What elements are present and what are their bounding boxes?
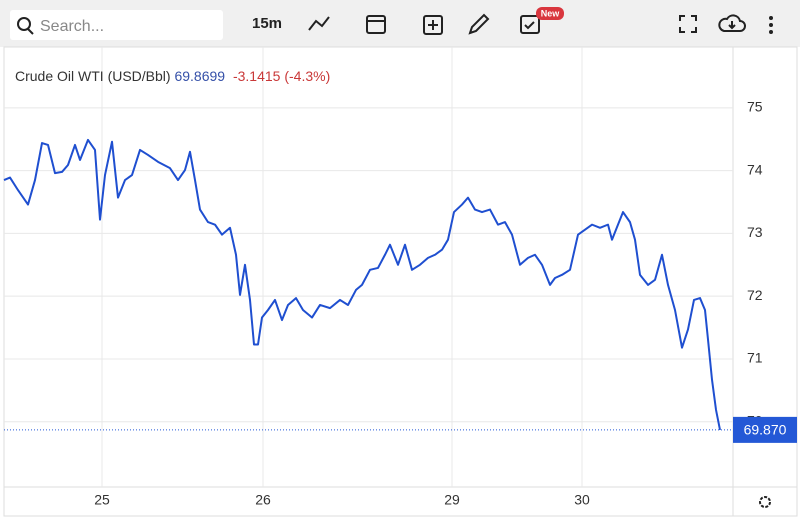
menu-button[interactable]: [769, 16, 773, 34]
download-button[interactable]: [718, 14, 746, 32]
fullscreen-button[interactable]: [679, 15, 697, 33]
y-tick-label: 75: [747, 99, 763, 115]
search-box[interactable]: [10, 10, 223, 40]
y-tick-label: 72: [747, 287, 763, 303]
x-tick-label: 29: [444, 492, 460, 508]
price-marker-box: [733, 416, 797, 443]
events-button[interactable]: [520, 15, 540, 34]
chart-header: Crude Oil WTI (USD/Bbl) 69.8699 -3.1415 …: [15, 68, 330, 84]
interval-button[interactable]: 15m: [252, 15, 282, 32]
x-tick-label: 25: [94, 492, 110, 508]
price-change: -3.1415 (-4.3%): [233, 68, 330, 84]
price-marker-label: 69.870: [744, 422, 787, 438]
y-tick-label: 74: [747, 161, 763, 177]
y-tick-label: 71: [747, 350, 763, 366]
chart-frame: [3, 46, 798, 517]
indicator-button[interactable]: [423, 15, 443, 35]
draw-button[interactable]: [468, 13, 490, 35]
chart-type-button[interactable]: [308, 16, 330, 31]
search-icon: [17, 17, 31, 31]
y-tick-label: 73: [747, 224, 763, 240]
last-price: 69.8699: [174, 68, 225, 84]
calendar-button[interactable]: [366, 15, 386, 34]
x-tick-label: 30: [574, 492, 590, 508]
plus-icon: [428, 20, 438, 30]
settings-button[interactable]: [759, 496, 771, 508]
search-placeholder: Search...: [40, 18, 104, 35]
price-line: [3, 138, 721, 431]
search-icon: [27, 28, 34, 35]
new-badge: [536, 7, 564, 20]
check-icon: [524, 21, 535, 30]
x-tick-label: 26: [255, 492, 271, 508]
instrument-name: Crude Oil WTI (USD/Bbl): [15, 68, 171, 84]
new-badge-text: New: [541, 8, 561, 18]
